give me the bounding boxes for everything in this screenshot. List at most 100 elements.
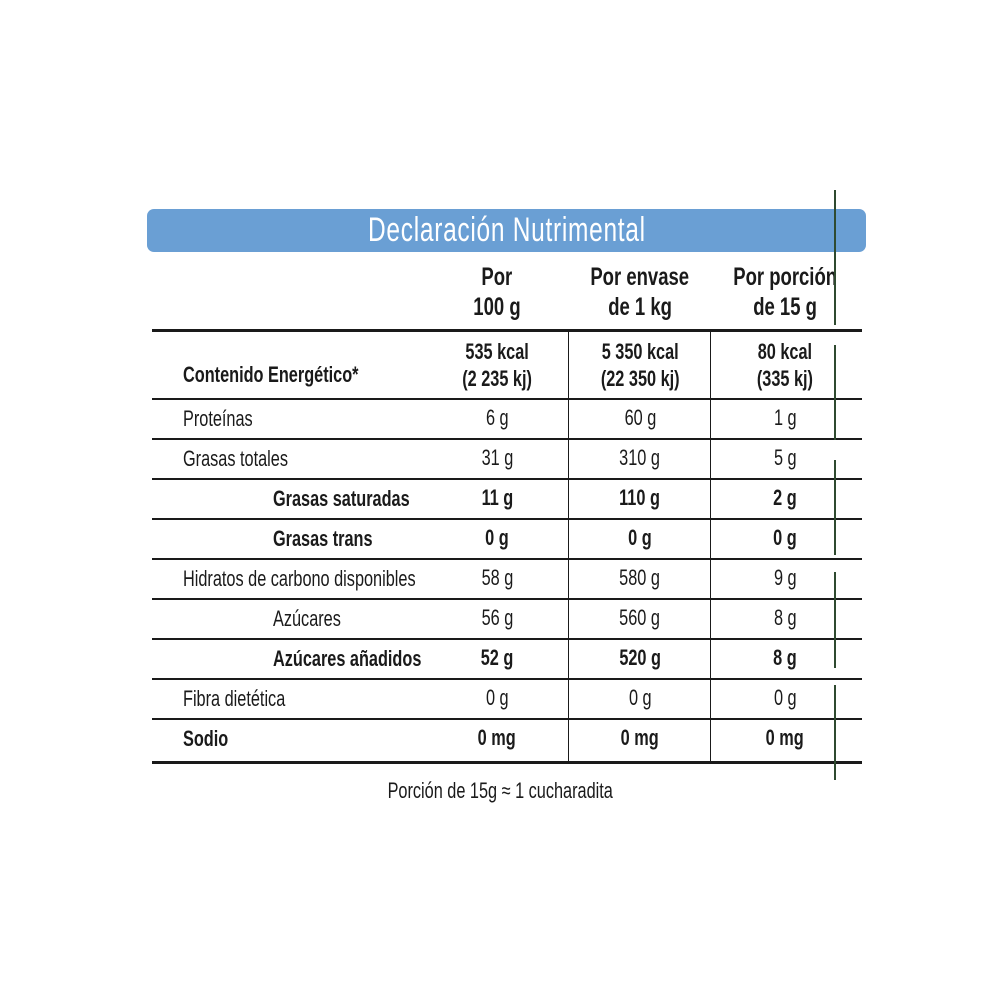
table-row: Azúcares 56 g 560 g 8 g [0, 598, 1000, 638]
table-row: Sodio 0 mg 0 mg 0 mg [0, 718, 1000, 758]
row-divider [152, 398, 862, 400]
row-label-cell: Proteínas [183, 406, 277, 432]
table-title: Declaración Nutrimental [367, 211, 646, 249]
row-label: Fibra dietética [183, 686, 286, 711]
side-line-segment [834, 190, 836, 325]
row-value: 11 g [427, 486, 567, 510]
title-banner: Declaración Nutrimental [147, 209, 866, 252]
table-row: Azúcares añadidos 52 g 520 g 8 g [0, 638, 1000, 678]
value-text: 110 g [619, 485, 661, 510]
header-divider [152, 329, 862, 332]
row-value: 0 g [570, 686, 710, 710]
value-text: 2 g [773, 485, 797, 510]
row-label: Azúcares [273, 606, 341, 631]
value-text: 520 g [619, 645, 661, 670]
value-text: 52 g [480, 645, 514, 670]
row-label: Sodio [183, 726, 229, 751]
row-divider [152, 558, 862, 560]
row-value: 8 g [715, 606, 855, 630]
side-line-segment [834, 572, 836, 668]
value-text: 11 g [481, 485, 513, 510]
value-text: 80 kcal (335 kj) [756, 339, 814, 391]
value-text: 5 350 kcal (22 350 kj) [600, 339, 680, 391]
row-value: 0 g [427, 526, 567, 550]
value-text: 58 g [481, 565, 513, 590]
row-divider [152, 518, 862, 520]
value-text: 0 g [628, 525, 652, 550]
row-label: Hidratos de carbono disponibles [183, 566, 416, 591]
value-text: 560 g [619, 605, 661, 630]
row-divider [152, 438, 862, 440]
row-value: 31 g [427, 446, 567, 470]
row-label: Azúcares añadidos [273, 646, 422, 671]
row-value: 560 g [570, 606, 710, 630]
value-text: 0 mg [477, 725, 516, 750]
row-label: Proteínas [183, 406, 253, 431]
table-row: Proteínas 6 g 60 g 1 g [0, 398, 1000, 438]
table-row: Grasas saturadas 11 g 110 g 2 g [0, 478, 1000, 518]
table-bottom-border [152, 761, 862, 764]
row-label-cell: Grasas saturadas [273, 486, 458, 512]
value-text: 0 mg [765, 725, 804, 750]
table-row: Hidratos de carbono disponibles 58 g 580 g… [0, 558, 1000, 598]
row-divider [152, 678, 862, 680]
row-value: 0 g [715, 686, 855, 710]
row-divider [152, 478, 862, 480]
row-value: 1 g [715, 406, 855, 430]
side-line-segment [834, 460, 836, 555]
row-divider [152, 638, 862, 640]
row-value: 8 g [715, 646, 855, 670]
value-text: 31 g [481, 445, 513, 470]
value-text: 310 g [619, 445, 661, 470]
row-value: 58 g [427, 566, 567, 590]
column-header-porcion: Por porción de 15 g [733, 263, 838, 321]
value-text: 6 g [485, 405, 509, 430]
row-value: 0 g [570, 526, 710, 550]
serving-footnote: Porción de 15g ≈ 1 cucharadita [387, 778, 613, 803]
row-value: 0 g [715, 526, 855, 550]
value-text: 1 g [773, 405, 797, 430]
value-text: 0 g [485, 685, 509, 710]
row-value: 9 g [715, 566, 855, 590]
table-row: Grasas trans 0 g 0 g 0 g [0, 518, 1000, 558]
row-value: 580 g [570, 566, 710, 590]
row-value: 110 g [570, 486, 710, 510]
row-label: Contenido Energético* [183, 362, 359, 387]
value-text: 9 g [773, 565, 797, 590]
row-label-cell: Sodio [183, 726, 244, 752]
side-line-segment [834, 685, 836, 780]
value-text: 0 g [773, 525, 797, 550]
table-row: Fibra dietética 0 g 0 g 0 g [0, 678, 1000, 718]
row-divider [152, 718, 862, 720]
value-text: 8 g [773, 645, 797, 670]
row-label-cell: Azúcares [273, 606, 365, 632]
row-label-cell: Hidratos de carbono disponibles [183, 566, 497, 592]
row-label-cell: Contenido Energético* [183, 362, 420, 388]
value-text: 0 g [628, 685, 652, 710]
row-value: 6 g [427, 406, 567, 430]
row-value: 0 mg [427, 726, 567, 750]
column-divider-2 [710, 332, 711, 762]
value-text: 8 g [773, 605, 797, 630]
column-header-100g: Por 100 g [473, 263, 521, 321]
row-divider [152, 598, 862, 600]
value-text: 56 g [481, 605, 513, 630]
row-label-cell: Grasas totales [183, 446, 325, 472]
row-value: 520 g [570, 646, 710, 670]
value-text: 5 g [773, 445, 797, 470]
row-label: Grasas trans [273, 526, 373, 551]
row-value: 5 g [715, 446, 855, 470]
row-value: 60 g [570, 406, 710, 430]
row-label-cell: Fibra dietética [183, 686, 321, 712]
column-header-envase: Por envase de 1 kg [590, 263, 690, 321]
value-text: 0 mg [620, 725, 659, 750]
row-value: 0 g [427, 686, 567, 710]
row-value: 310 g [570, 446, 710, 470]
value-text: 535 kcal (2 235 kj) [462, 339, 532, 391]
value-text: 0 g [485, 525, 509, 550]
row-value: 56 g [427, 606, 567, 630]
value-text: 580 g [619, 565, 661, 590]
row-value: 0 mg [715, 726, 855, 750]
row-label-cell: Grasas trans [273, 526, 408, 552]
table-row: Contenido Energético* 535 kcal (2 235 kj)… [0, 332, 1000, 398]
